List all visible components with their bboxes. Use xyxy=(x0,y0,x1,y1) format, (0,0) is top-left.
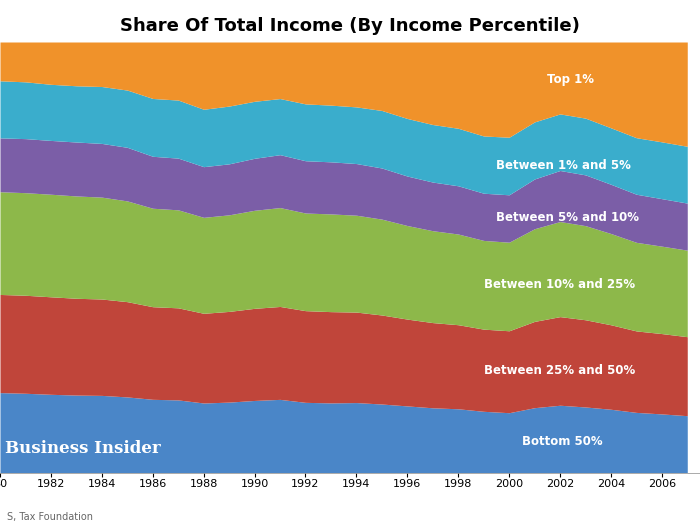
Text: S, Tax Foundation: S, Tax Foundation xyxy=(7,512,93,522)
Title: Share Of Total Income (By Income Percentile): Share Of Total Income (By Income Percent… xyxy=(120,17,580,35)
Text: Between 10% and 25%: Between 10% and 25% xyxy=(484,278,635,291)
Text: Between 1% and 5%: Between 1% and 5% xyxy=(496,159,631,172)
Text: Top 1%: Top 1% xyxy=(547,74,594,87)
Text: Between 25% and 50%: Between 25% and 50% xyxy=(484,364,635,377)
Text: Business Insider: Business Insider xyxy=(5,440,161,457)
Text: Bottom 50%: Bottom 50% xyxy=(522,435,603,448)
Text: Between 5% and 10%: Between 5% and 10% xyxy=(496,211,639,224)
